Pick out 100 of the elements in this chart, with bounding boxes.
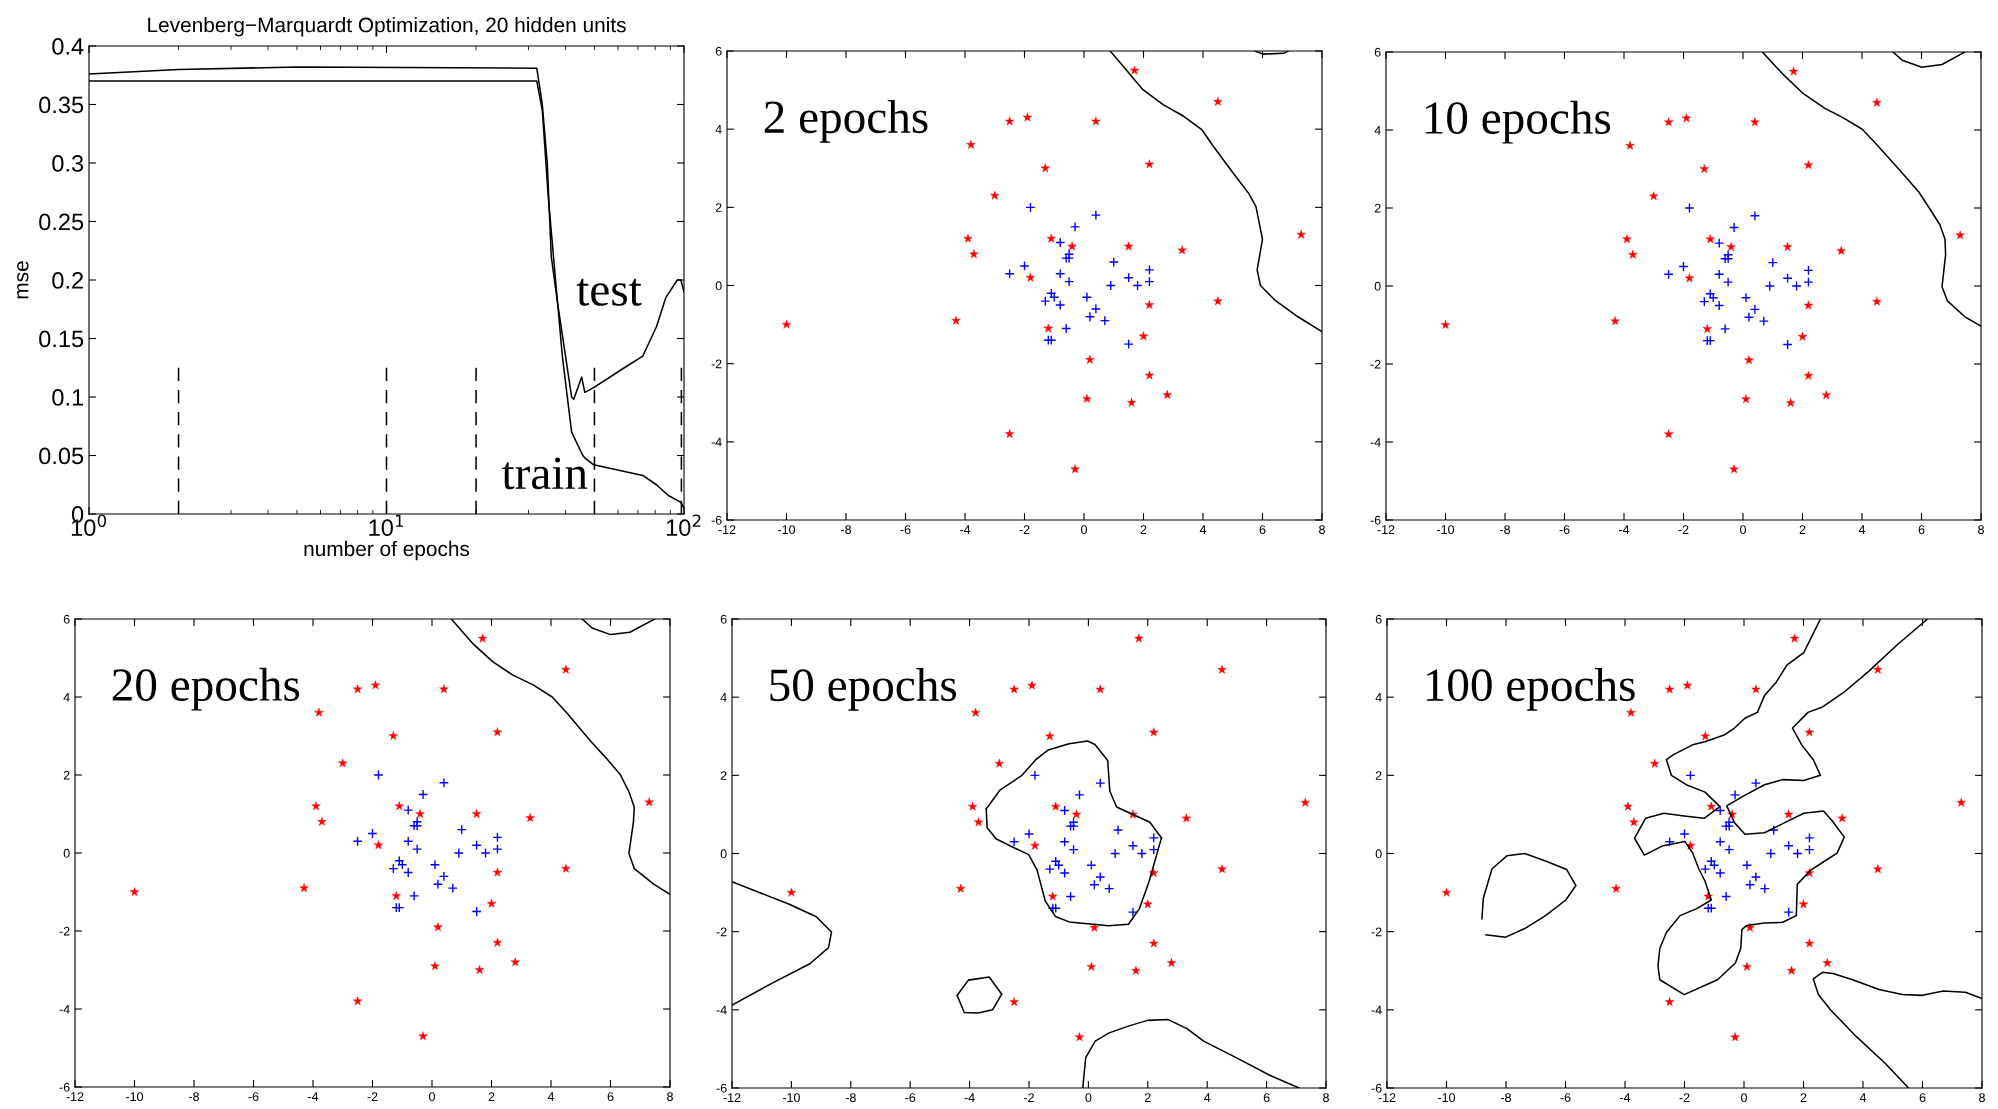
x-tick-label: 8 <box>1979 1093 1985 1103</box>
x-tick-label: -6 <box>905 1093 916 1103</box>
x-tick-label: 6 <box>1918 525 1925 535</box>
x-tick-label: 8 <box>1319 525 1325 535</box>
x-tick-label: -8 <box>1501 1093 1512 1103</box>
x-tick-label: -8 <box>1500 525 1511 535</box>
y-tick-label: -6 <box>59 1082 70 1092</box>
y-tick-label: 2 <box>1375 771 1382 780</box>
x-tick-label: -6 <box>1560 1093 1571 1103</box>
y-tick-label: 4 <box>715 125 722 134</box>
x-tick-label: 2 <box>1799 525 1806 534</box>
y-tick-label: -4 <box>716 1005 727 1015</box>
y-tick-label: 0.3 <box>52 155 84 172</box>
y-tick-label: 0.15 <box>39 330 84 348</box>
x-tick-label: -10 <box>126 1092 144 1102</box>
x-tick-label: 4 <box>1859 1093 1867 1102</box>
x-tick-label: -12 <box>723 1093 741 1102</box>
x-tick-label: -12 <box>1377 525 1395 534</box>
x-tick-label: -2 <box>1678 525 1689 534</box>
x-tick-label: 4 <box>1199 525 1207 534</box>
y-tick-label: 6 <box>1374 47 1381 57</box>
y-tick-label: -4 <box>59 1004 70 1014</box>
x-tick-label: -4 <box>1620 1093 1631 1102</box>
y-tick-label: -2 <box>59 926 70 936</box>
x-tick-label: 4 <box>547 1092 555 1101</box>
x-tick-label: 8 <box>667 1092 673 1102</box>
y-tick-label: 4 <box>720 693 727 702</box>
y-tick-label: 2 <box>1374 203 1381 213</box>
x-tick-label: 2 <box>488 1092 495 1101</box>
y-tick-label: -4 <box>711 437 722 447</box>
x-tick-label: 2 <box>1800 1093 1807 1102</box>
x-tick-label: -4 <box>308 1092 319 1101</box>
x-tick-label: 10$^{1}$ <box>369 514 404 537</box>
x-tick-label: 0 <box>429 1092 435 1102</box>
x-tick-label: -10 <box>782 1093 800 1103</box>
y-tick-label: -2 <box>1371 927 1382 937</box>
x-tick-label: 6 <box>607 1092 614 1102</box>
x-tick-label: 0 <box>1081 525 1087 535</box>
y-tick-label: -6 <box>1371 1083 1382 1093</box>
y-tick-label: 4 <box>1375 693 1382 702</box>
x-tick-label: -4 <box>960 525 971 534</box>
x-axis-title: number of epochs <box>304 540 470 561</box>
x-tick-label: -4 <box>1619 525 1630 534</box>
x-tick-label: -8 <box>841 525 852 535</box>
x-tick-label: 2 <box>1140 525 1147 534</box>
y-tick-label: 2 <box>63 770 70 780</box>
x-tick-label: -10 <box>778 525 796 535</box>
y-tick-label: 4 <box>1374 125 1381 135</box>
annotation: test <box>576 278 642 306</box>
y-tick-label: -4 <box>1371 1005 1382 1015</box>
y-tick-label: 0.2 <box>52 272 83 289</box>
x-tick-label: -2 <box>1024 1093 1034 1102</box>
x-tick-label: -6 <box>1559 525 1570 535</box>
x-tick-label: 0 <box>1085 1093 1092 1103</box>
y-tick-label: 6 <box>63 614 70 624</box>
x-tick-label: -2 <box>367 1092 378 1101</box>
annotation: train <box>501 457 588 490</box>
y-tick-label: 2 <box>715 203 722 212</box>
x-tick-label: -6 <box>248 1092 259 1102</box>
x-tick-label: -12 <box>66 1092 84 1101</box>
annotation: 20 epochs <box>112 667 300 711</box>
x-tick-label: 4 <box>1858 525 1866 534</box>
chart-title: Levenberg−Marquardt Optimization, 20 hidden units <box>148 17 626 37</box>
y-tick-label: 0.05 <box>39 447 84 465</box>
x-tick-label: 6 <box>1263 1093 1270 1103</box>
y-tick-label: 0 <box>1374 281 1381 291</box>
x-tick-label: -6 <box>900 525 911 535</box>
x-tick-label: 8 <box>1323 1093 1329 1103</box>
y-tick-label: 0.35 <box>39 96 84 114</box>
x-tick-label: 0 <box>1741 1093 1747 1103</box>
x-tick-label: -4 <box>964 1093 975 1102</box>
x-tick-label: -10 <box>1438 1093 1456 1103</box>
x-tick-label: -2 <box>1019 525 1030 534</box>
y-tick-label: 0 <box>720 849 727 859</box>
y-tick-label: 0.4 <box>52 38 84 55</box>
annotation: 2 epochs <box>764 99 928 143</box>
x-tick-label: 8 <box>1978 525 1984 535</box>
y-tick-label: 0 <box>1375 849 1382 859</box>
y-tick-label: -2 <box>711 359 722 369</box>
annotation: 10 epochs <box>1425 100 1611 144</box>
y-tick-label: 0 <box>715 281 722 291</box>
y-tick-label: 2 <box>720 771 727 780</box>
x-tick-label: -10 <box>1437 525 1455 535</box>
x-tick-label: 2 <box>1144 1093 1151 1102</box>
x-tick-label: -8 <box>845 1093 856 1103</box>
x-tick-label: 4 <box>1204 1093 1211 1102</box>
y-tick-label: 0.25 <box>39 213 84 231</box>
y-axis-title: mse <box>17 261 29 299</box>
annotation: 100 epochs <box>1426 667 1635 711</box>
y-tick-label: -6 <box>716 1083 727 1093</box>
x-tick-label: -12 <box>1378 1093 1396 1102</box>
y-tick-label: -4 <box>1370 437 1381 447</box>
y-tick-label: 6 <box>720 614 727 624</box>
y-tick-label: 0.1 <box>52 389 83 406</box>
y-tick-label: 0 <box>63 848 70 858</box>
y-tick-label: 6 <box>1375 614 1382 624</box>
y-tick-label: 4 <box>63 692 70 702</box>
x-tick-label: 6 <box>1919 1093 1926 1103</box>
x-tick-label: 6 <box>1259 525 1266 535</box>
annotation: 50 epochs <box>770 667 957 711</box>
